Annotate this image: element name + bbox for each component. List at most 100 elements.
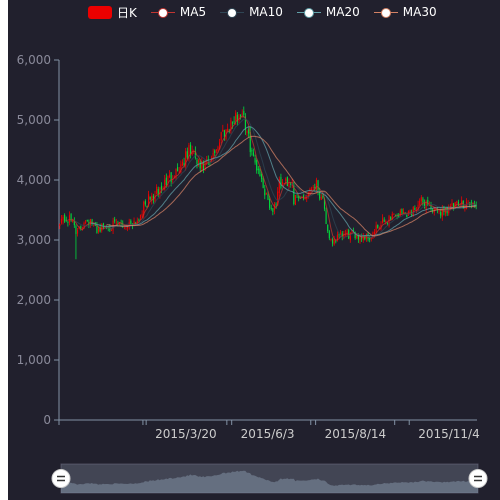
candle-body [67, 221, 69, 223]
candle-body [330, 239, 332, 240]
x-tick-label: 2015/8/14 [325, 427, 387, 441]
datazoom-selection[interactable] [61, 464, 478, 493]
candle-body [70, 213, 72, 220]
candle-body [359, 235, 361, 241]
candle-body [248, 129, 250, 134]
candle-body [343, 233, 345, 239]
candle-body [157, 189, 159, 195]
candle-body [290, 183, 292, 185]
candle-body [265, 193, 267, 195]
candle-body [251, 149, 253, 152]
legend-item-ma10[interactable]: MA10 [220, 5, 283, 19]
y-tick-label: 1,000 [17, 353, 51, 367]
y-tick-label: 0 [43, 413, 51, 427]
candle-body [403, 211, 405, 214]
candle-body [149, 196, 151, 200]
candle-body [464, 207, 466, 210]
candle-body [293, 184, 295, 205]
candle-body [138, 219, 140, 221]
candle-body [277, 191, 279, 206]
y-tick-label: 4,000 [17, 173, 51, 187]
candle-body [75, 226, 77, 235]
candle-body [120, 223, 122, 225]
x-tick-label: 2015/11/4 [418, 427, 480, 441]
candle-body [333, 239, 335, 245]
candle-body [214, 150, 216, 154]
candle-body [198, 160, 200, 163]
candle-body [275, 203, 277, 205]
ma5-line [66, 115, 477, 242]
legend-swatch [88, 5, 112, 19]
candle-body [175, 168, 177, 179]
datazoom-end-handle[interactable] [468, 469, 488, 488]
candle-body [254, 158, 256, 163]
candle-body [212, 152, 214, 158]
candle-body [202, 163, 205, 169]
candle-body [249, 132, 251, 153]
candle-body [260, 174, 263, 180]
candle-body [86, 219, 88, 222]
candle-body [99, 227, 101, 232]
candle-body [80, 226, 82, 230]
candle-body [201, 161, 203, 169]
candle-body [227, 128, 229, 132]
candle-body [65, 219, 67, 221]
legend-label: MA20 [325, 5, 360, 19]
candle-body [177, 167, 179, 171]
candle-body [341, 233, 343, 237]
candle-body [143, 201, 145, 215]
candle-body [252, 152, 255, 156]
candle-body [269, 198, 271, 208]
ma30-line [106, 135, 477, 237]
legend-item-daily-k[interactable]: 日K [88, 4, 137, 21]
handle-knob[interactable] [51, 469, 71, 488]
candle-body [196, 159, 198, 165]
candle-body [118, 222, 121, 225]
candle-body [369, 237, 371, 240]
datazoom-start-handle[interactable] [51, 469, 71, 488]
candle-body [60, 218, 62, 223]
candle-body [136, 220, 138, 224]
candle-body [338, 234, 340, 236]
candle-body [319, 190, 321, 199]
y-tick-label: 3,000 [17, 233, 51, 247]
legend-item-ma5[interactable]: MA5 [150, 5, 206, 19]
candle-body [336, 234, 338, 241]
candle-body [114, 219, 116, 222]
candle-body [154, 195, 156, 203]
candle-body [173, 176, 175, 178]
candle-body [230, 120, 232, 130]
candle-body [298, 195, 300, 199]
legend-label: MA30 [402, 5, 437, 19]
handle-knob[interactable] [468, 469, 488, 488]
candle-body [448, 208, 450, 214]
legend-item-ma20[interactable]: MA20 [296, 5, 360, 19]
candle-body [315, 179, 317, 190]
candle-body [352, 230, 355, 231]
candle-body [146, 206, 148, 208]
candle-body [362, 235, 364, 241]
candle-body [286, 176, 288, 186]
candle-body [215, 149, 217, 152]
legend-swatch [150, 6, 175, 19]
candle-body [102, 223, 104, 228]
candle-body [133, 220, 135, 225]
candle-body [101, 224, 103, 231]
candle-body [438, 210, 440, 212]
candle-body [72, 219, 74, 222]
candle-body [64, 214, 66, 222]
candle-body [327, 224, 329, 232]
candle-body [417, 204, 419, 210]
candle-body [331, 239, 334, 244]
legend-label: 日K [117, 5, 137, 20]
candle-body [351, 230, 353, 232]
candle-body [76, 229, 79, 234]
candle-body [183, 162, 185, 166]
candle-body [296, 196, 298, 198]
candle-body [335, 240, 337, 242]
candle-body [385, 221, 387, 222]
candle-body [246, 130, 248, 133]
candle-body [451, 203, 453, 206]
candle-body [151, 195, 153, 201]
legend-item-ma30[interactable]: MA30 [373, 5, 437, 19]
